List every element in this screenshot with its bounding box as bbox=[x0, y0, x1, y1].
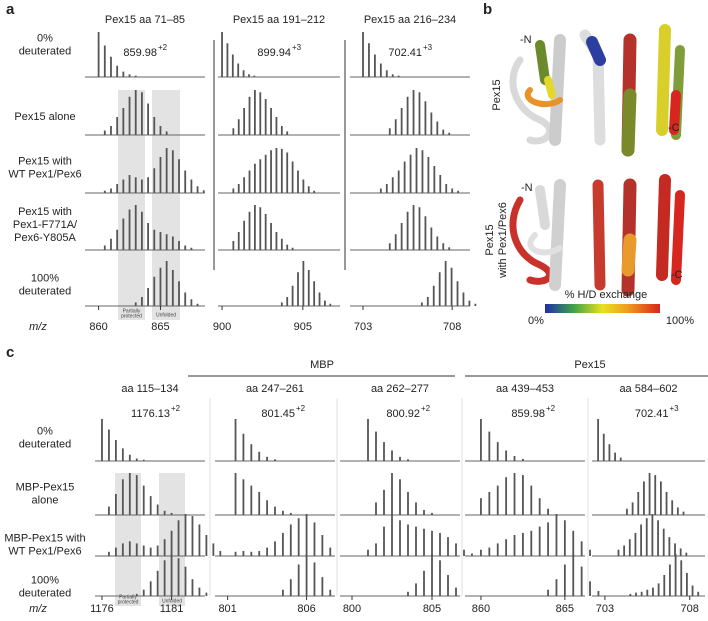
column-title: aa 115–134 bbox=[121, 383, 178, 395]
axis-label: m/z bbox=[29, 603, 47, 615]
tick-label: 708 bbox=[681, 603, 699, 615]
tick-label: 801 bbox=[218, 603, 236, 615]
tick-label: 708 bbox=[443, 321, 461, 333]
axis-label: m/z bbox=[29, 321, 47, 333]
row-label: Pex15 with bbox=[18, 206, 72, 218]
shading-label: Partially bbox=[119, 594, 137, 600]
tick-label: 865 bbox=[556, 603, 574, 615]
row-label: MBP-Pex15 with bbox=[4, 532, 85, 544]
row-label: Pex15 with bbox=[18, 155, 72, 167]
shading-label: Unfolded bbox=[156, 312, 176, 318]
row-label: 100% bbox=[31, 574, 59, 586]
charge-label: +2 bbox=[171, 404, 181, 413]
terminus: -C bbox=[668, 122, 680, 134]
shading-label: protected bbox=[121, 313, 142, 319]
structure-label: Pex15 bbox=[484, 224, 496, 255]
colorbar bbox=[545, 304, 660, 313]
column-title: Pex15 aa 191–212 bbox=[233, 14, 325, 26]
structure-label: Pex15 bbox=[491, 79, 503, 110]
tick-label: 805 bbox=[423, 603, 441, 615]
row-label: deuterated bbox=[19, 438, 72, 450]
tick-label: 860 bbox=[89, 321, 107, 333]
column-title: aa 262–277 bbox=[371, 383, 429, 395]
mz-label: 1176.13 bbox=[131, 408, 170, 420]
tick-label: 800 bbox=[343, 603, 361, 615]
charge-label: +3 bbox=[292, 43, 302, 52]
row-label: MBP-Pex15 bbox=[16, 481, 75, 493]
mz-label: 702.41 bbox=[635, 408, 669, 420]
tick-label: 806 bbox=[297, 603, 315, 615]
row-label: deuterated bbox=[19, 587, 72, 599]
mz-label: 859.98 bbox=[511, 408, 545, 420]
tick-label: 1176 bbox=[90, 603, 114, 615]
charge-label: +2 bbox=[546, 404, 556, 413]
column-title: Pex15 aa 216–234 bbox=[364, 14, 456, 26]
colorbar-title: % H/D exchange bbox=[565, 289, 648, 301]
terminus: -C bbox=[671, 269, 683, 281]
mz-label: 801.45 bbox=[261, 408, 295, 420]
tick-label: 865 bbox=[151, 321, 169, 333]
structure-label: with Pex1/Pex6 bbox=[497, 202, 509, 279]
mz-label: 702.41 bbox=[388, 47, 422, 59]
colorbar-max: 100% bbox=[666, 315, 694, 327]
row-label: deuterated bbox=[19, 285, 72, 297]
terminus: -N bbox=[520, 34, 532, 46]
group-label: MBP bbox=[310, 359, 334, 371]
shading-label: Unfolded bbox=[162, 598, 182, 604]
row-label: WT Pex1/Pex6 bbox=[8, 545, 81, 557]
panel-letter: b bbox=[483, 1, 492, 18]
column-title: aa 247–261 bbox=[246, 383, 304, 395]
terminus: -N bbox=[521, 182, 533, 194]
charge-label: +3 bbox=[670, 404, 680, 413]
structure-bottom bbox=[509, 174, 685, 297]
mz-label: 859.98 bbox=[123, 47, 157, 59]
mz-label: 899.94 bbox=[257, 47, 291, 59]
shading-label: Partially bbox=[123, 308, 141, 314]
tick-label: 900 bbox=[213, 321, 231, 333]
row-label: 0% bbox=[37, 32, 53, 44]
panel-letter: c bbox=[6, 344, 14, 361]
structure-top bbox=[509, 24, 685, 157]
mz-label: 800.92 bbox=[386, 408, 420, 420]
row-label: WT Pex1/Pex6 bbox=[8, 168, 81, 180]
row-label: Pex1-F771A/ bbox=[13, 219, 78, 231]
shading bbox=[118, 90, 145, 320]
charge-label: +2 bbox=[296, 404, 306, 413]
row-label: deuterated bbox=[19, 45, 72, 57]
row-label: 0% bbox=[37, 425, 53, 437]
row-label: Pex15 alone bbox=[14, 111, 75, 123]
charge-label: +2 bbox=[158, 43, 168, 52]
tick-label: 703 bbox=[596, 603, 614, 615]
row-label: 100% bbox=[31, 272, 59, 284]
tick-label: 1181 bbox=[160, 603, 184, 615]
colorbar-min: 0% bbox=[528, 315, 544, 327]
shading-label: protected bbox=[118, 599, 139, 605]
charge-label: +3 bbox=[423, 43, 433, 52]
charge-label: +2 bbox=[421, 404, 431, 413]
row-label: Pex6-Y805A bbox=[14, 232, 76, 244]
column-title: aa 439–453 bbox=[496, 383, 554, 395]
tick-label: 860 bbox=[472, 603, 490, 615]
group-label: Pex15 bbox=[574, 359, 605, 371]
column-title: Pex15 aa 71–85 bbox=[105, 14, 185, 26]
tick-label: 905 bbox=[294, 321, 312, 333]
row-label: alone bbox=[32, 494, 59, 506]
column-title: aa 584–602 bbox=[619, 383, 677, 395]
tick-label: 703 bbox=[354, 321, 372, 333]
panel-letter: a bbox=[6, 1, 15, 18]
